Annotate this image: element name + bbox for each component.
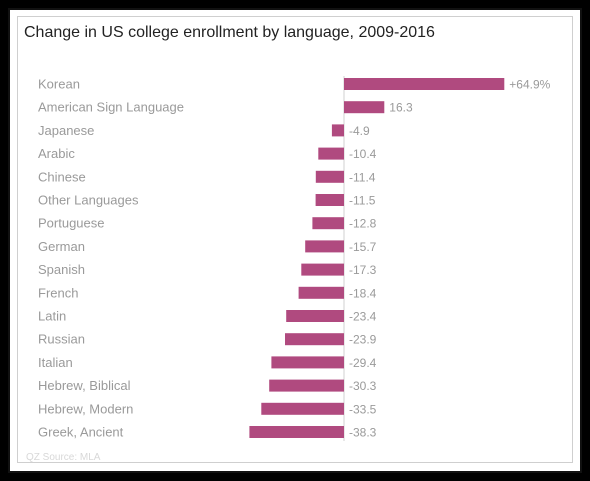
bar	[315, 170, 344, 183]
value-label: -15.7	[349, 240, 377, 254]
category-label: Korean	[38, 77, 80, 92]
category-label: Hebrew, Modern	[38, 401, 133, 416]
value-label: -23.4	[349, 310, 377, 324]
bar	[331, 124, 344, 137]
value-label: -12.8	[349, 217, 377, 231]
value-label: -38.3	[349, 426, 377, 440]
bar	[298, 286, 344, 299]
value-label: -29.4	[349, 356, 377, 370]
bar	[271, 356, 344, 369]
category-label: Chinese	[38, 169, 86, 184]
bar	[315, 194, 344, 206]
bar	[301, 263, 344, 276]
value-label: -10.4	[349, 147, 377, 161]
value-label: +64.9%	[509, 78, 550, 92]
value-label: 16.3	[389, 101, 413, 115]
value-label: -17.3	[349, 263, 377, 277]
bar	[344, 101, 385, 114]
bar	[285, 333, 344, 346]
value-label: -30.3	[349, 379, 377, 393]
category-label: Portuguese	[38, 216, 105, 231]
category-label: Greek, Ancient	[38, 425, 124, 440]
category-label: Japanese	[38, 123, 94, 138]
category-label: Arabic	[38, 146, 75, 161]
value-label: -23.9	[349, 333, 377, 347]
category-label: Italian	[38, 355, 73, 370]
value-label: -11.4	[349, 170, 376, 184]
bar	[344, 78, 505, 90]
value-label: -11.5	[349, 194, 376, 208]
bar	[305, 240, 344, 253]
category-label: French	[38, 285, 78, 300]
bar	[269, 379, 344, 392]
category-label: American Sign Language	[38, 100, 184, 115]
category-label: Spanish	[38, 262, 85, 277]
bar	[249, 426, 344, 438]
bar	[312, 217, 344, 230]
category-label: Other Languages	[38, 193, 139, 208]
category-label: German	[38, 239, 85, 254]
bar	[261, 402, 344, 415]
bar	[286, 310, 344, 322]
category-label: Latin	[38, 309, 66, 324]
category-label: Hebrew, Biblical	[38, 378, 131, 393]
chart-title: Change in US college enrollment by langu…	[24, 24, 435, 41]
bar	[318, 147, 344, 160]
value-label: -33.5	[349, 402, 377, 416]
value-label: -18.4	[349, 286, 377, 300]
chart-source-note: QZ Source: MLA	[26, 452, 101, 463]
value-label: -4.9	[349, 124, 370, 138]
category-label: Russian	[38, 332, 85, 347]
